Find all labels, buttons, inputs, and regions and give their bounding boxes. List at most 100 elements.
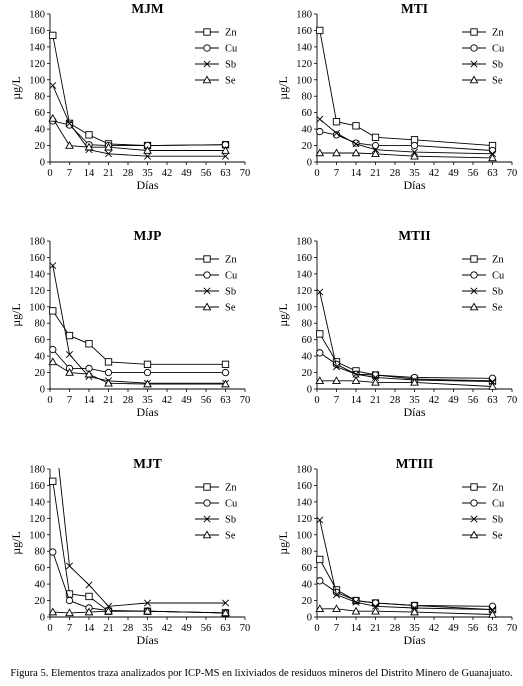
- x-tick-label: 0: [314, 168, 319, 179]
- data-point-cu: [316, 349, 324, 357]
- data-point-cu: [221, 368, 230, 377]
- data-point-sb: [332, 129, 341, 137]
- y-tick-label: 40: [35, 580, 46, 591]
- legend-label: Se: [492, 303, 503, 314]
- y-tick-label: 20: [302, 596, 313, 607]
- y-axis-label: µg/L: [276, 303, 290, 327]
- series-line-sb: [319, 291, 493, 383]
- legend-label: Sb: [492, 287, 503, 298]
- legend-marker-cu: [470, 271, 478, 279]
- y-tick-label: 80: [302, 319, 313, 330]
- data-point-cu: [332, 360, 341, 368]
- data-point-se: [221, 608, 230, 617]
- data-point-sb: [316, 516, 324, 524]
- y-tick-label: 0: [307, 158, 312, 169]
- x-axis-label: Días: [404, 633, 426, 647]
- x-tick-label: 63: [220, 395, 231, 406]
- y-tick-label: 100: [296, 75, 312, 86]
- legend-marker-sb: [470, 60, 478, 68]
- data-point-se: [221, 379, 230, 388]
- x-tick-label: 0: [314, 395, 319, 406]
- data-point-cu: [49, 548, 57, 556]
- y-tick-label: 100: [296, 530, 312, 541]
- data-point-sb: [316, 115, 324, 123]
- data-point-se: [410, 377, 419, 386]
- x-axis-label: Días: [137, 405, 159, 419]
- legend-marker-sb: [203, 515, 211, 523]
- x-tick-label: 21: [370, 168, 381, 179]
- x-tick-label: 35: [409, 395, 420, 406]
- x-tick-label: 42: [429, 623, 440, 634]
- y-tick-label: 20: [35, 141, 46, 152]
- series-line-se: [52, 610, 226, 614]
- data-point-se: [65, 608, 74, 617]
- legend-label: Sb: [225, 60, 236, 71]
- legend-marker-sb: [470, 515, 478, 523]
- x-tick-label: 63: [220, 623, 231, 634]
- x-tick-label: 63: [220, 168, 231, 179]
- data-point-sb: [143, 152, 152, 160]
- y-tick-label: 20: [35, 368, 46, 379]
- x-tick-label: 35: [142, 623, 153, 634]
- data-point-zn: [104, 358, 113, 366]
- series-line-se: [319, 152, 493, 159]
- data-point-se: [48, 113, 58, 122]
- x-tick-label: 14: [351, 623, 362, 634]
- data-point-sb: [332, 363, 341, 371]
- legend-marker-se: [202, 75, 212, 84]
- x-tick-label: 42: [162, 168, 173, 179]
- data-point-se: [104, 378, 113, 387]
- x-tick-label: 70: [240, 395, 251, 406]
- data-point-se: [332, 148, 341, 157]
- data-point-zn: [49, 307, 57, 315]
- x-tick-label: 42: [162, 395, 173, 406]
- data-point-sb: [488, 606, 497, 614]
- legend-marker-cu: [203, 44, 211, 52]
- legend-marker-cu: [203, 499, 211, 507]
- y-tick-label: 60: [302, 108, 313, 119]
- x-axis-label: Días: [137, 178, 159, 192]
- x-tick-label: 70: [240, 623, 251, 634]
- x-tick-label: 42: [429, 168, 440, 179]
- legend-label: Se: [225, 76, 236, 87]
- data-point-se: [351, 606, 361, 615]
- data-point-se: [143, 379, 152, 388]
- y-tick-label: 100: [296, 302, 312, 313]
- legend-marker-se: [202, 530, 212, 539]
- x-tick-label: 42: [162, 623, 173, 634]
- x-tick-label: 21: [103, 623, 114, 634]
- series-line-sb: [319, 519, 493, 611]
- x-tick-label: 56: [468, 168, 479, 179]
- chart-title: MTI: [401, 1, 428, 16]
- x-tick-label: 7: [334, 395, 339, 406]
- data-point-zn: [371, 133, 380, 141]
- y-tick-label: 60: [302, 563, 313, 574]
- x-tick-label: 0: [47, 168, 52, 179]
- x-tick-label: 14: [351, 168, 362, 179]
- y-tick-label: 0: [40, 158, 45, 169]
- legend-marker-cu: [470, 499, 478, 507]
- data-point-cu: [488, 374, 497, 382]
- data-point-sb: [104, 602, 113, 610]
- y-tick-label: 180: [296, 237, 312, 248]
- data-point-se: [143, 145, 152, 154]
- y-tick-label: 40: [302, 352, 313, 363]
- legend-label: Zn: [492, 255, 504, 266]
- y-tick-label: 80: [35, 547, 46, 558]
- data-point-zn: [65, 331, 74, 340]
- y-tick-label: 140: [296, 42, 312, 53]
- data-point-se: [410, 151, 419, 160]
- data-point-se: [332, 376, 341, 385]
- x-tick-label: 56: [201, 623, 212, 634]
- data-point-zn: [332, 118, 341, 126]
- legend-label: Cu: [492, 499, 505, 510]
- data-point-cu: [316, 577, 324, 585]
- data-point-se: [84, 142, 94, 151]
- data-point-se: [48, 607, 58, 616]
- x-tick-label: 28: [123, 168, 134, 179]
- data-point-se: [332, 604, 341, 613]
- legend-label: Cu: [225, 499, 238, 510]
- series-line-se: [52, 361, 226, 385]
- y-tick-label: 20: [35, 596, 46, 607]
- x-tick-label: 0: [314, 623, 319, 634]
